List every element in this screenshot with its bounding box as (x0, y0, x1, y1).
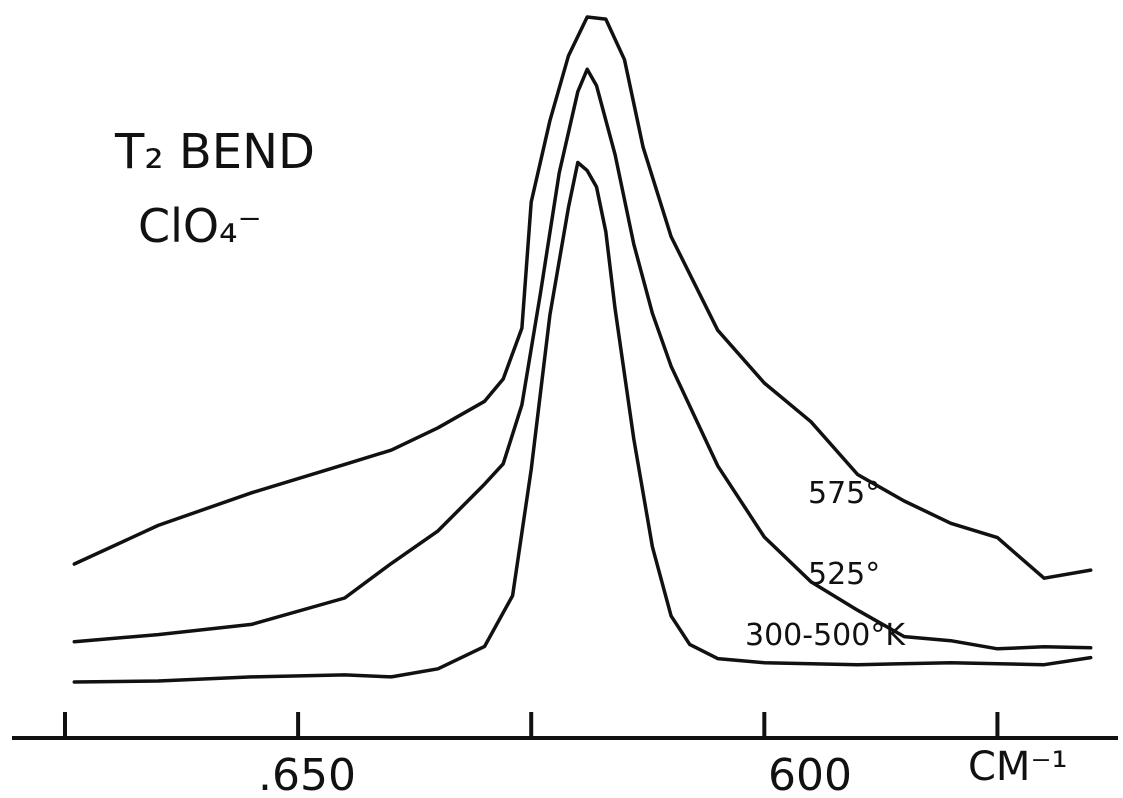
series-label-300-500: 300-500°K (745, 618, 906, 653)
x-tick-label-600: 600 (768, 750, 852, 798)
chart-title-line2: ClO₄⁻ (138, 199, 262, 253)
series-label-575: 575° (808, 476, 880, 511)
x-axis-unit-label: CM⁻¹ (968, 744, 1068, 790)
x-axis (12, 712, 1118, 740)
curves-group (72, 15, 1093, 684)
x-tick-label-650: .650 (258, 750, 356, 798)
chart-title-line1: T₂ BEND (114, 124, 315, 180)
curve-525-line (72, 67, 1093, 651)
curve-575-line (72, 15, 1093, 580)
curve-300-500-line (72, 160, 1093, 684)
series-label-525: 525° (808, 557, 880, 592)
